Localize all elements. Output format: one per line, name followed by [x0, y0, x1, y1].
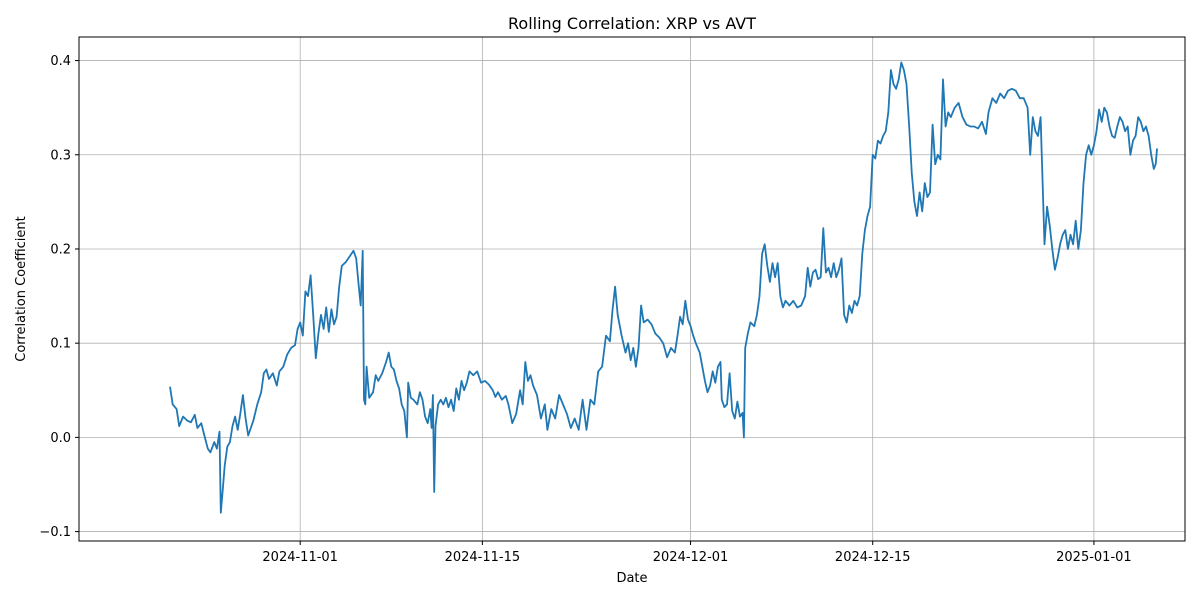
x-tick-label: 2024-12-01 — [653, 550, 729, 565]
grid — [79, 37, 1185, 541]
y-tick-label: 0.3 — [50, 148, 71, 163]
y-tick-label: 0.2 — [50, 242, 71, 257]
y-tick-label: 0.0 — [50, 431, 71, 446]
series-line — [169, 61, 1158, 514]
x-tick-label: 2025-01-01 — [1056, 550, 1132, 565]
x-tick-label: 2024-12-15 — [835, 550, 911, 565]
y-tick-label: −0.1 — [39, 525, 71, 540]
y-tick-label: 0.1 — [50, 337, 71, 352]
x-axis-title: Date — [616, 571, 647, 586]
series-layer — [169, 61, 1158, 514]
chart-title: Rolling Correlation: XRP vs AVT — [508, 14, 756, 33]
y-tick-label: 0.4 — [50, 54, 71, 69]
tick-layer: 2024-11-01 2024-11-15 2024-12-01 2024-12-15… — [39, 54, 1131, 565]
y-axis-title: Correlation Coefficient — [14, 216, 29, 362]
plot-area-frame — [78, 36, 1186, 542]
x-tick-label: 2024-11-01 — [262, 550, 338, 565]
x-tick-label: 2024-11-15 — [445, 550, 521, 565]
